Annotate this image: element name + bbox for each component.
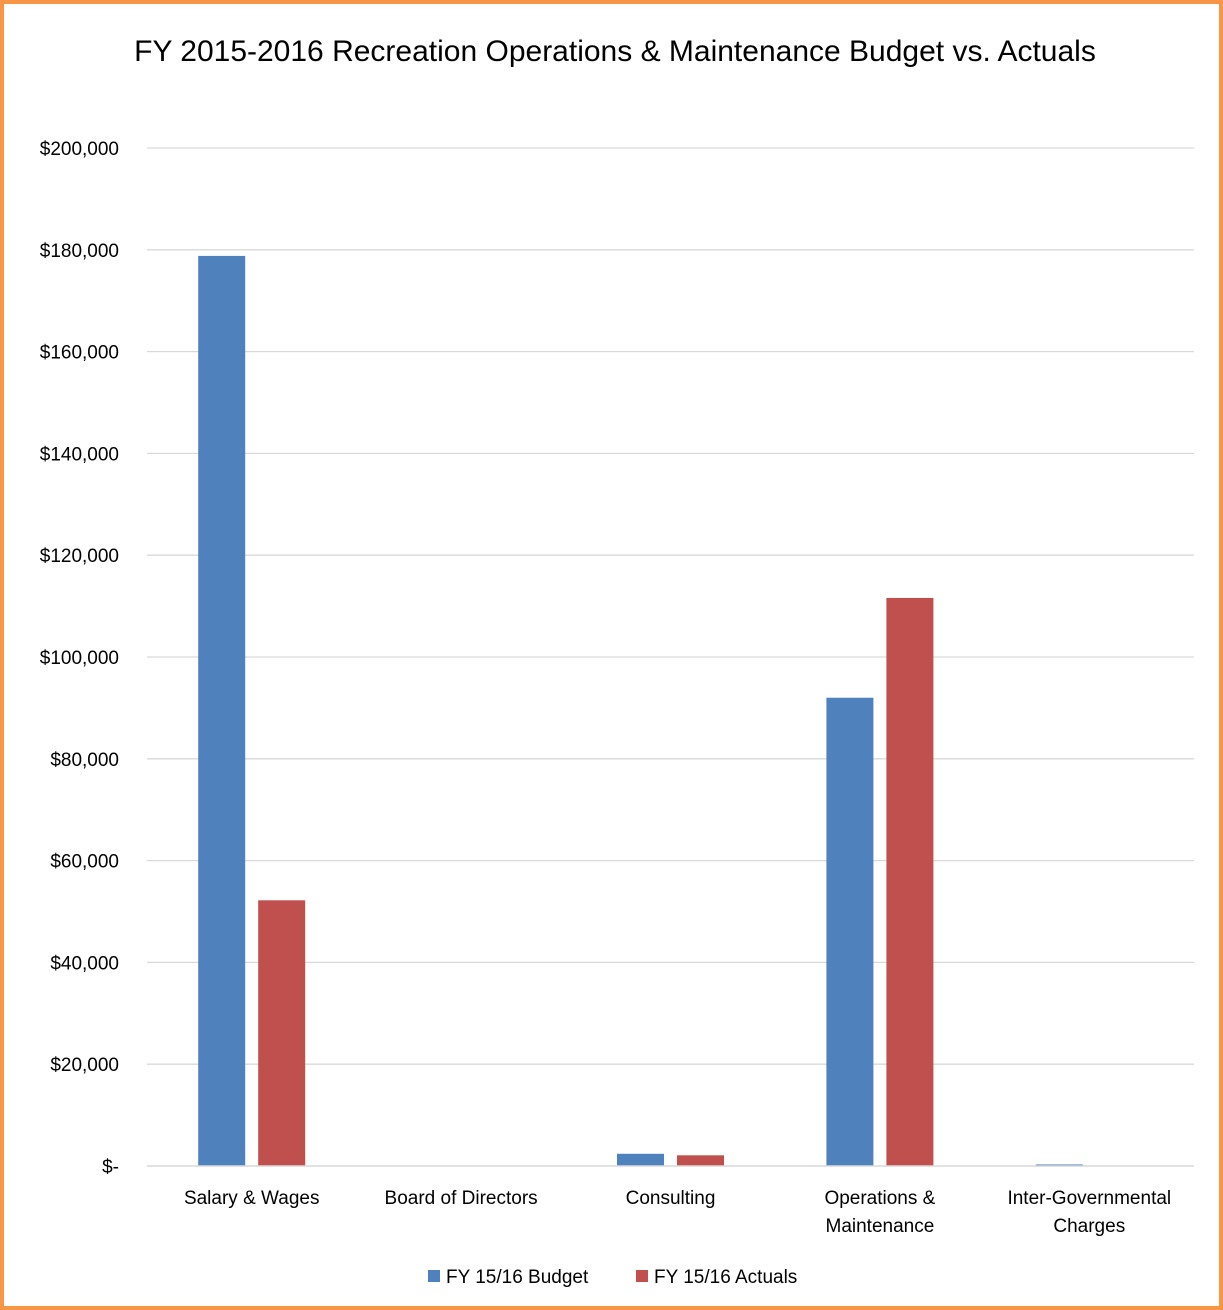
legend-label: FY 15/16 Budget — [446, 1267, 589, 1288]
bar-actuals — [886, 597, 934, 1166]
y-tick-label: $200,000 — [40, 139, 119, 160]
y-tick-label: $80,000 — [50, 750, 119, 771]
legend-label: FY 15/16 Actuals — [654, 1267, 797, 1288]
bar-budget — [1035, 1164, 1083, 1166]
y-tick-label: $120,000 — [40, 546, 119, 567]
x-category-label: Salary & Wages — [184, 1188, 320, 1209]
x-category-label: Consulting — [626, 1188, 716, 1209]
y-tick-label: $140,000 — [40, 444, 119, 465]
x-category-label: Maintenance — [826, 1216, 935, 1237]
y-tick-label: $20,000 — [50, 1055, 119, 1076]
bar-actuals — [258, 900, 306, 1166]
x-category-label: Operations & — [824, 1188, 935, 1209]
y-tick-label: $- — [102, 1157, 119, 1178]
legend-swatch — [428, 1270, 440, 1282]
bars — [198, 255, 1083, 1166]
legend-swatch — [636, 1270, 648, 1282]
y-tick-label: $160,000 — [40, 343, 119, 364]
y-tick-label: $100,000 — [40, 648, 119, 669]
y-tick-label: $60,000 — [50, 852, 119, 873]
bar-budget — [826, 697, 874, 1166]
legend: FY 15/16 Budget FY 15/16 Actuals — [428, 1267, 797, 1288]
bar-budget — [198, 255, 246, 1166]
x-category-label: Charges — [1053, 1216, 1125, 1237]
y-tick-label: $40,000 — [50, 953, 119, 974]
y-axis-tick-labels: $- $20,000 $40,000 $60,000 $80,000 $100,000 $1… — [40, 139, 119, 1178]
bar-budget — [617, 1153, 664, 1166]
gridlines — [147, 147, 1194, 1065]
x-axis-category-labels: Salary & Wages Board of Directors Consulti… — [184, 1188, 1171, 1237]
bar-actuals — [677, 1155, 724, 1166]
x-category-label: Inter-Governmental — [1007, 1188, 1171, 1209]
chart-title: FY 2015-2016 Recreation Operations & Mai… — [134, 35, 1096, 68]
y-tick-label: $180,000 — [40, 241, 119, 262]
x-category-label: Board of Directors — [385, 1188, 538, 1209]
